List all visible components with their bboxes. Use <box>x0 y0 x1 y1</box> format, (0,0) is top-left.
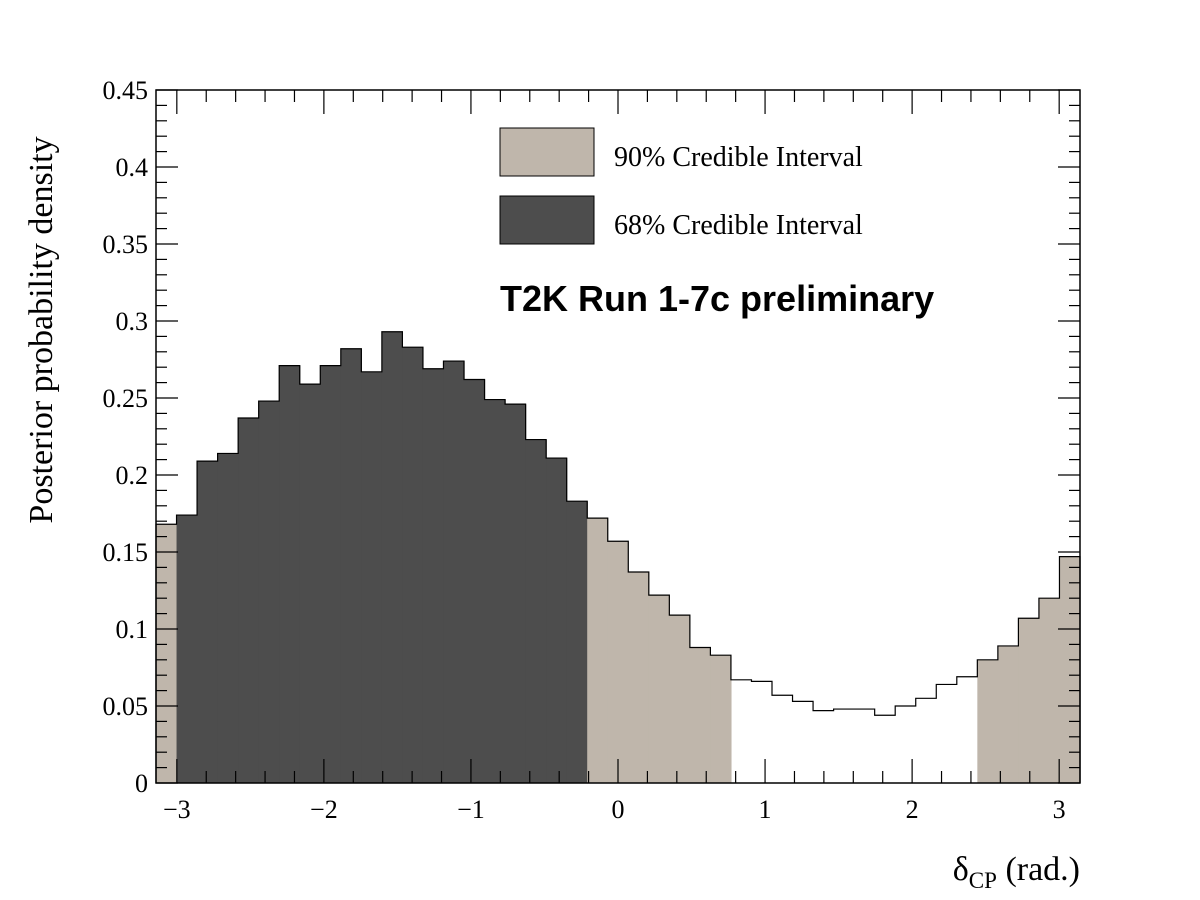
histogram-bin-43 <box>1038 598 1061 783</box>
histogram-bin-22 <box>607 541 629 783</box>
x-tick-label: 1 <box>759 795 772 824</box>
histogram-bin-25 <box>669 615 691 783</box>
preliminary-annotation: T2K Run 1-7c preliminary <box>500 278 934 319</box>
histogram-bin-1 <box>176 515 198 783</box>
y-tick-label: 0.3 <box>116 307 149 336</box>
histogram-bin-16 <box>484 399 506 783</box>
legend-label-68: 68% Credible Interval <box>614 210 863 241</box>
y-tick-label: 0.1 <box>116 615 149 644</box>
y-tick-label: 0.45 <box>103 76 149 105</box>
x-axis-title: δCP (rad.) <box>953 851 1080 893</box>
y-tick-label: 0.2 <box>116 461 149 490</box>
histogram-bin-42 <box>1018 618 1040 783</box>
y-tick-labels: 0 0.05 0.1 0.15 0.2 0.25 0.3 0.35 0.4 0.45 <box>103 76 149 798</box>
histogram-bin-5 <box>258 401 280 783</box>
histogram-bin-24 <box>648 595 670 783</box>
x-tick-labels: −3 −2 −1 0 1 2 3 <box>163 795 1066 824</box>
x-tick-label: 2 <box>906 795 919 824</box>
x-tick-label: −1 <box>457 795 485 824</box>
x-axis-title-suffix: (rad.) <box>997 851 1080 888</box>
histogram-bin-26 <box>689 647 711 783</box>
histogram-bin-4 <box>238 418 260 783</box>
x-tick-label: −2 <box>310 795 338 824</box>
legend-swatch-68 <box>499 195 595 245</box>
histogram-bin-13 <box>422 368 445 783</box>
histogram-bin-40 <box>977 659 999 783</box>
histogram-bin-41 <box>997 645 1019 783</box>
histogram-bin-7 <box>299 384 321 783</box>
axis-ticks <box>156 89 1080 784</box>
legend: 90% Credible Interval 68% Credible Inter… <box>499 127 863 245</box>
y-tick-label: 0.35 <box>103 230 149 259</box>
histogram-bin-0 <box>156 524 178 783</box>
x-tick-label: −3 <box>163 795 191 824</box>
histogram-bin-23 <box>628 572 650 783</box>
histogram-bin-15 <box>464 379 486 783</box>
histogram-outline <box>155 331 1081 783</box>
legend-swatch-90 <box>499 127 595 177</box>
histogram-bin-21 <box>587 518 609 783</box>
histogram-bin-2 <box>197 461 219 783</box>
x-tick-label: 0 <box>612 795 625 824</box>
x-axis-title-subscript: CP <box>969 868 997 893</box>
histogram-bin-10 <box>361 371 383 783</box>
histogram-bin-27 <box>710 655 732 783</box>
legend-label-90: 90% Credible Interval <box>614 142 863 173</box>
histogram-bin-6 <box>279 365 301 783</box>
y-tick-label: 0.25 <box>103 384 149 413</box>
histogram-bin-20 <box>566 501 588 783</box>
histogram-bin-18 <box>525 439 547 783</box>
histogram-bin-3 <box>217 453 239 783</box>
histogram-bin-14 <box>443 361 465 783</box>
histogram-bin-9 <box>340 348 362 783</box>
y-tick-label: 0 <box>135 769 148 798</box>
y-tick-label: 0.15 <box>103 538 149 567</box>
x-axis-title-symbol: δ <box>953 851 969 888</box>
histogram-bin-44 <box>1059 556 1081 783</box>
histogram-bars <box>156 331 1081 783</box>
histogram-bin-17 <box>505 404 527 783</box>
x-tick-label: 3 <box>1053 795 1066 824</box>
histogram-bin-8 <box>320 365 342 783</box>
histogram-bin-19 <box>546 458 568 783</box>
y-tick-label: 0.4 <box>116 153 149 182</box>
histogram-bin-11 <box>381 331 403 783</box>
y-axis-title: Posterior probability density <box>23 136 60 523</box>
histogram-bin-12 <box>402 347 424 783</box>
y-tick-label: 0.05 <box>103 692 149 721</box>
